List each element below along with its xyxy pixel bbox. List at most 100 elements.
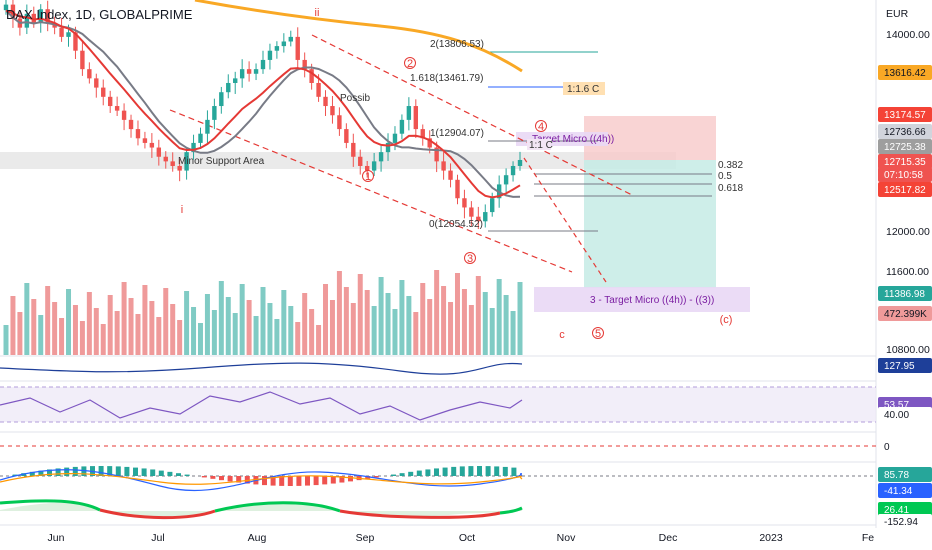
volume-bar-60 <box>420 283 426 355</box>
macd-bar-14 <box>124 466 130 476</box>
macd-bar-9 <box>81 466 87 476</box>
price-tick-2: 11600.00 <box>886 266 929 278</box>
volume-bar-59 <box>413 312 419 355</box>
price-pill-text-1: 13174.57 <box>884 110 926 121</box>
volume-bar-65 <box>454 273 460 355</box>
volume-bar-54 <box>378 277 384 355</box>
time-tick-7: 2023 <box>759 532 783 544</box>
wave-label-0: i <box>181 204 183 216</box>
macd-bar-39 <box>339 476 345 483</box>
volume-bar-55 <box>385 293 391 355</box>
volume-bar-3 <box>24 283 30 355</box>
candle-17 <box>121 103 127 131</box>
volume-bar-7 <box>52 302 58 355</box>
price-pill-text-2: 12736.66 <box>884 127 926 138</box>
price-pill-7 <box>878 286 932 301</box>
macd-bar-18 <box>158 470 164 476</box>
volume-bar-4 <box>31 299 37 355</box>
small-pill-bg <box>527 139 551 150</box>
volume-bar-51 <box>357 274 363 355</box>
fib-label-1618: 1.618(13461.79) <box>410 73 483 84</box>
candle-67 <box>469 201 474 227</box>
volume-bar-37 <box>260 287 266 355</box>
candle-33 <box>233 71 238 94</box>
candle-31 <box>219 86 224 114</box>
time-tick-8: Fe <box>862 532 874 544</box>
candle-62 <box>434 141 439 173</box>
price-pill-5 <box>878 167 932 182</box>
candle-25 <box>177 159 182 182</box>
volume-bar-19 <box>135 314 141 355</box>
macd-bar-38 <box>330 476 336 484</box>
wave-circle-5 <box>535 120 547 132</box>
price-pill-6 <box>878 182 932 197</box>
volume-bar-72 <box>503 295 509 355</box>
fib-label-0: 0(12054.52) <box>429 219 483 230</box>
support-label: Minor Support Area <box>178 156 265 167</box>
rsi-line <box>0 391 523 421</box>
candle-60 <box>420 124 425 146</box>
macd-bar-55 <box>477 466 482 476</box>
candle-29 <box>205 110 210 145</box>
candle-0 <box>3 0 9 15</box>
macd-bar-49 <box>425 469 431 476</box>
macd-bar-21 <box>184 474 190 476</box>
volume-bar-2 <box>17 312 23 355</box>
candle-28 <box>198 127 203 149</box>
macd-bar-8 <box>72 466 78 476</box>
macd-bar-36 <box>313 476 319 486</box>
macd-bar-48 <box>416 470 422 476</box>
fib-label-05: 0.5 <box>718 171 732 182</box>
macd-bar-32 <box>279 476 285 486</box>
small-pill-text: 1:1 C <box>529 140 553 151</box>
candle-48 <box>337 107 342 136</box>
trend-green-2 <box>214 501 341 513</box>
indicator-pill-text-4: 85.78 <box>884 470 909 481</box>
macd-bar-13 <box>115 466 121 476</box>
sma-orange <box>194 0 523 73</box>
time-tick-5: Nov <box>557 532 576 544</box>
fib-label-1: 1(12904.07) <box>430 128 484 139</box>
volume-bar-11 <box>79 321 85 355</box>
candle-36 <box>253 63 259 81</box>
macd-bar-59 <box>511 467 517 476</box>
candle-51 <box>358 149 363 175</box>
volume-bar-16 <box>114 311 120 355</box>
volume-bar-44 <box>309 309 315 355</box>
candle-3 <box>24 4 30 35</box>
time-tick-3: Sep <box>356 532 375 544</box>
fib-label-0618: 0.618 <box>718 183 743 194</box>
candle-37 <box>260 50 266 74</box>
volume-bar-5 <box>38 315 44 355</box>
candle-8 <box>59 17 64 42</box>
macd-bar-56 <box>485 466 491 476</box>
candle-22 <box>156 139 162 166</box>
indicator-pill-text-0: 127.95 <box>884 361 915 372</box>
candle-19 <box>135 120 141 146</box>
candle-72 <box>503 168 509 193</box>
candle-40 <box>281 33 287 53</box>
indicator-pill-2 <box>878 407 932 422</box>
volume-bar-73 <box>510 311 516 355</box>
macd-bar-35 <box>305 476 310 486</box>
trend-green-3 <box>499 506 523 515</box>
volume-bar-25 <box>177 320 183 355</box>
trend-red-2 <box>339 509 501 519</box>
volume-bar-47 <box>329 300 335 355</box>
volume-bar-39 <box>274 319 280 355</box>
candle-69 <box>483 204 488 228</box>
candle-47 <box>330 95 335 124</box>
macd-bar-6 <box>55 468 61 476</box>
price-pill-text-0: 13616.42 <box>884 68 926 79</box>
candle-32 <box>226 74 231 99</box>
volume-bar-26 <box>184 291 190 355</box>
price-pill-text-5: 07:10:58 <box>884 170 923 181</box>
rsi-band <box>0 387 876 422</box>
macd-bar-57 <box>494 466 500 476</box>
macd-bar-16 <box>141 468 147 476</box>
candle-43 <box>302 52 307 78</box>
wave-label-2: 1 <box>365 171 371 183</box>
candle-49 <box>344 123 349 149</box>
target-micro-label: Target Micro ((4h)) <box>532 134 614 145</box>
